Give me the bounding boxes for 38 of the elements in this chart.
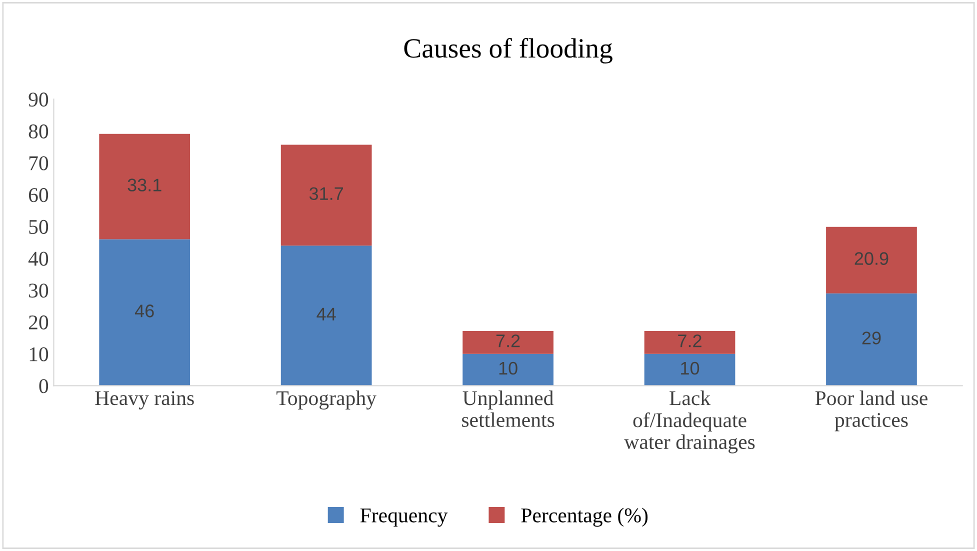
data-label: 10: [681, 362, 700, 375]
bar: [462, 330, 554, 354]
x-tick-label: Lack of/Inadequate water drainages: [624, 390, 755, 454]
data-label: 44: [316, 308, 336, 320]
data-label: 7.2: [496, 334, 520, 348]
y-tick-label: 80: [28, 124, 48, 138]
bar: [644, 354, 736, 386]
bar: [462, 354, 554, 386]
y-tick-label: 10: [30, 347, 48, 362]
y-tick-label: 20: [28, 315, 48, 330]
data-label: 20.9: [854, 252, 888, 265]
x-tick-label: Topography: [276, 390, 376, 410]
y-tick-label: 90: [28, 92, 48, 107]
bar: [280, 144, 372, 246]
data-label: 7.2: [678, 334, 702, 348]
data-label: 31.7: [309, 187, 343, 200]
data-label: 10: [499, 362, 518, 375]
legend-label: Frequency: [360, 508, 448, 527]
bar: [826, 293, 917, 386]
y-tick-label: 0: [39, 379, 48, 394]
legend-label: Percentage (%): [521, 508, 648, 527]
data-label: 33.1: [128, 178, 162, 192]
bar: [99, 239, 190, 386]
bar: [826, 226, 917, 294]
x-tick-label: Poor land use practices: [815, 390, 928, 432]
y-tick-label: 70: [29, 156, 48, 170]
bar: [280, 246, 372, 386]
x-tick-label: Unplanned settlements: [462, 390, 554, 428]
data-label: 46: [134, 304, 154, 318]
y-tick-label: 30: [29, 284, 48, 298]
bar: [99, 134, 190, 240]
y-tick-label: 50: [29, 220, 48, 234]
y-tick-label: 40: [28, 252, 48, 266]
bar: [644, 330, 736, 354]
chart-title: Causes of flooding: [404, 38, 612, 64]
data-label: 29: [862, 332, 881, 344]
x-tick-label: Heavy rains: [95, 391, 194, 410]
y-tick-label: 60: [28, 188, 48, 202]
